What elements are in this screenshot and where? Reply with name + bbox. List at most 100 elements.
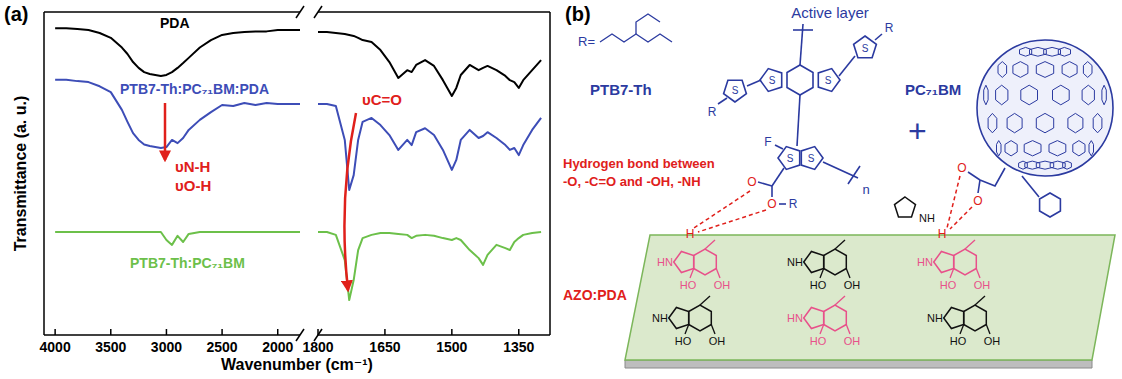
atom-label: HN	[917, 256, 933, 268]
atom-label: OH	[844, 335, 861, 347]
polymer-label: PTB7-Th	[590, 81, 652, 98]
bond	[775, 145, 783, 149]
atom-label: O	[747, 175, 756, 189]
spectrum-line	[55, 28, 300, 76]
hydroxyl-bond	[976, 269, 980, 279]
cage-hexagon	[1024, 141, 1041, 156]
thiophene-ring	[854, 36, 877, 58]
hydrogen-bond	[950, 207, 972, 229]
bond	[718, 98, 727, 104]
panel-label: (b)	[565, 3, 591, 25]
thienothiophene-ring	[801, 147, 823, 170]
hydrogen-bond	[947, 176, 960, 228]
x-tick-label: 1350	[503, 339, 534, 355]
figure: 40003500300025002000PDAPTB7-Th:PC₇₁BM:PD…	[0, 0, 1122, 379]
plot-area	[318, 32, 541, 300]
ester-bond	[758, 182, 772, 186]
benzene-ring	[787, 65, 813, 95]
spectrum-line	[55, 80, 300, 148]
cage-hexagon	[998, 62, 1007, 78]
polymer-bond	[705, 240, 715, 249]
thiophene-ring	[818, 69, 840, 92]
polymer-bond	[965, 240, 975, 249]
atom-label: H	[686, 227, 695, 241]
atom-label: n	[862, 182, 869, 197]
bond	[779, 203, 786, 205]
side-chain	[980, 168, 1005, 186]
cage-hexagon	[1058, 47, 1070, 56]
y-axis-title: Transmittance (a. u.)	[12, 96, 29, 252]
series-label: PTB7-Th:PC₇₁BM	[130, 255, 245, 271]
pyrrole-ring	[895, 197, 916, 217]
ester-bond	[978, 180, 980, 193]
cage-hexagon	[1007, 113, 1022, 132]
cage-hexagon	[1005, 141, 1017, 156]
atom-label: R	[885, 21, 894, 35]
x-tick	[518, 329, 520, 335]
atom-label: S	[787, 153, 794, 164]
benzene-ring	[824, 305, 847, 331]
substrate-base	[625, 360, 1092, 368]
spectrum-line	[318, 104, 541, 190]
benzene-ring	[964, 305, 987, 331]
atom-label: OH	[974, 279, 991, 291]
hydroxyl-bond	[846, 269, 850, 279]
annotation: υN-H	[175, 158, 210, 175]
active-layer-label: Active layer	[791, 4, 869, 21]
cage-hexagon	[988, 113, 997, 132]
plot-area	[55, 28, 300, 245]
pyrrole-ring	[804, 252, 824, 273]
benzene-ring	[694, 249, 717, 275]
cage-hexagon	[1083, 62, 1092, 78]
x-tick	[451, 329, 453, 335]
x-axis-title: Wavenumber (cm⁻¹)	[221, 356, 373, 373]
hydroxyl-bond	[685, 325, 689, 335]
cage-hexagon	[1013, 62, 1028, 78]
ester-bond	[968, 172, 980, 180]
phenyl-ring	[1040, 193, 1061, 217]
spectrum-line	[318, 32, 541, 96]
annotation: υC=O	[362, 91, 402, 108]
axis-break	[314, 6, 322, 18]
hydroxyl-bond	[846, 325, 850, 335]
repeat-bracket	[793, 29, 813, 31]
atom-label: NH	[787, 256, 803, 268]
atom-label: F	[764, 135, 771, 149]
x-tick-label: 4000	[40, 339, 71, 355]
atom-label: HO	[940, 279, 957, 291]
cage-hexagon	[1053, 85, 1070, 105]
hydrogen-bond	[694, 191, 750, 228]
pyrrole-ring	[804, 308, 824, 329]
benzene-ring	[954, 249, 977, 275]
cage-hexagon	[1093, 113, 1102, 132]
x-tick-label: 3500	[95, 339, 126, 355]
atom-label: OH	[984, 335, 1001, 347]
substrate-label: AZO:PDA	[563, 287, 627, 303]
annotation: υO-H	[175, 177, 211, 194]
polymer-bond	[700, 296, 710, 305]
side-chain-label: R=	[578, 34, 595, 49]
x-tick	[54, 329, 56, 335]
benzene-ring	[689, 305, 712, 331]
x-tick	[277, 329, 279, 335]
atom-label: O	[957, 161, 966, 175]
atom-label: HO	[810, 335, 827, 347]
atom-label: HO	[680, 279, 697, 291]
cage-hexagon	[1036, 161, 1053, 169]
frame-bottom	[318, 334, 550, 336]
x-tick	[317, 329, 319, 335]
axis-break	[296, 6, 304, 18]
pyrrole-ring	[934, 252, 954, 273]
atom-label: HO	[810, 279, 827, 291]
pyrrole-ring	[944, 308, 964, 329]
pyrrole-ring	[674, 252, 694, 273]
cage-hexagon	[1036, 113, 1053, 132]
x-tick-label: 2000	[262, 339, 293, 355]
frame-left	[43, 12, 45, 335]
hydroxyl-bond	[950, 269, 954, 279]
hydrogen-bond	[698, 210, 766, 232]
cage-hexagon	[1036, 62, 1053, 78]
atom-label: OH	[714, 279, 731, 291]
spectrum-line	[55, 232, 300, 245]
bond	[1022, 176, 1039, 197]
